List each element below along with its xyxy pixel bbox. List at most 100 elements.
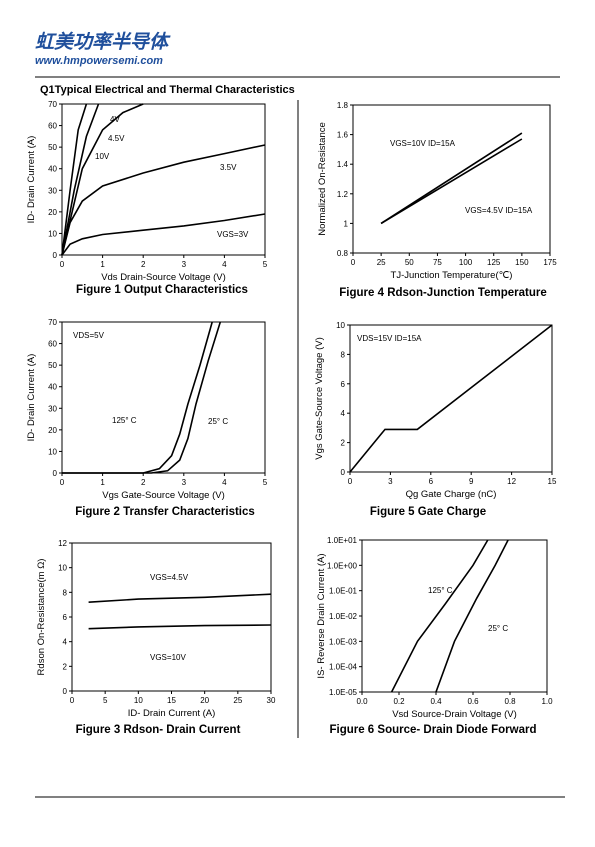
plot-frame — [352, 104, 551, 254]
x-tick-label: 4 — [222, 260, 227, 269]
y-axis-label: Vgs Gate-Source Voltage (V) — [314, 337, 325, 460]
series-line — [61, 213, 266, 256]
series-label: 10V — [95, 152, 110, 161]
x-tick-label: 0 — [70, 696, 75, 705]
plot-frame — [361, 539, 548, 693]
x-tick-label: 5 — [263, 478, 268, 487]
x-tick-label: 75 — [433, 258, 442, 267]
y-tick-label: 1.0E-01 — [329, 587, 358, 596]
series-line — [61, 103, 88, 256]
x-tick-label: 0 — [351, 258, 356, 267]
plot-frame — [61, 103, 266, 256]
x-tick-label: 9 — [469, 477, 474, 486]
x-tick-label: 3 — [182, 260, 187, 269]
y-tick-label: 1.0E-03 — [329, 637, 358, 646]
y-tick-label: 1.6 — [337, 131, 349, 140]
y-tick-label: 1.0E-02 — [329, 612, 358, 621]
y-tick-label: 4 — [341, 409, 346, 418]
y-axis-label: IS- Reverse Drain Current (A) — [316, 553, 327, 678]
y-tick-label: 2 — [63, 662, 68, 671]
series-line — [61, 144, 266, 256]
x-tick-label: 100 — [459, 258, 473, 267]
y-tick-label: 20 — [48, 426, 57, 435]
x-tick-label: 175 — [543, 258, 557, 267]
x-tick-label: 1 — [100, 478, 105, 487]
series-line — [61, 103, 144, 256]
figure-caption: Figure 5 Gate Charge — [370, 506, 486, 518]
x-tick-label: 0.2 — [393, 697, 405, 706]
url: www.hmpowersemi.com — [35, 55, 163, 67]
series-label: 25° C — [208, 417, 228, 426]
series-line — [390, 539, 489, 693]
figure-caption: Figure 2 Transfer Characteristics — [75, 506, 255, 518]
series-line — [380, 132, 523, 225]
y-tick-label: 2 — [341, 439, 346, 448]
figure-caption: Figure 6 Source- Drain Diode Forward — [329, 724, 536, 736]
y-tick-label: 30 — [48, 404, 57, 413]
x-tick-label: 5 — [263, 260, 268, 269]
y-tick-label: 1.8 — [337, 101, 349, 110]
y-tick-label: 10 — [336, 321, 345, 330]
x-tick-label: 0.8 — [504, 697, 516, 706]
y-tick-label: 8 — [341, 350, 346, 359]
y-tick-label: 1 — [344, 219, 349, 228]
series-line — [349, 324, 553, 473]
x-tick-label: 4 — [222, 478, 227, 487]
x-tick-label: 50 — [405, 258, 414, 267]
y-tick-label: 60 — [48, 122, 57, 131]
series-line — [380, 138, 523, 225]
y-tick-label: 1.0E-05 — [329, 688, 358, 697]
x-tick-label: 25 — [377, 258, 386, 267]
x-tick-label: 0.0 — [356, 697, 368, 706]
y-tick-label: 50 — [48, 143, 57, 152]
series-label: VGS=4.5V — [150, 573, 189, 582]
y-tick-label: 1.0E+00 — [327, 561, 358, 570]
series-label: VGS=10V ID=15A — [390, 139, 456, 148]
x-tick-label: 1 — [100, 260, 105, 269]
series-label: 125° C — [112, 416, 137, 425]
x-tick-label: 0.4 — [430, 697, 442, 706]
y-tick-label: 30 — [48, 186, 57, 195]
y-tick-label: 20 — [48, 208, 57, 217]
y-tick-label: 1.4 — [337, 160, 349, 169]
x-tick-label: 3 — [182, 478, 187, 487]
y-tick-label: 8 — [63, 588, 68, 597]
y-tick-label: 0 — [53, 469, 58, 478]
series-label: 125° C — [428, 586, 453, 595]
series-label: VGS=10V — [150, 653, 186, 662]
section-title: Q1Typical Electrical and Thermal Charact… — [40, 84, 295, 96]
x-tick-label: 2 — [141, 260, 146, 269]
x-tick-label: 10 — [134, 696, 143, 705]
y-axis-label: Rdson On-Resistance(m Ω) — [36, 559, 47, 676]
y-axis-label: ID- Drain Current (A) — [26, 354, 37, 442]
y-tick-label: 50 — [48, 361, 57, 370]
y-tick-label: 12 — [58, 539, 67, 548]
x-axis-label: Vds Drain-Source Voltage (V) — [101, 272, 226, 283]
figure-caption: Figure 4 Rdson-Junction Temperature — [339, 287, 546, 299]
series-label: 25° C — [488, 624, 508, 633]
x-tick-label: 5 — [103, 696, 108, 705]
y-tick-label: 10 — [48, 447, 57, 456]
series-label: 4.5V — [108, 134, 125, 143]
y-tick-label: 6 — [63, 613, 68, 622]
x-axis-label: ID- Drain Current (A) — [128, 708, 216, 719]
x-axis-label: Vsd Source-Drain Voltage (V) — [392, 709, 517, 720]
x-tick-label: 12 — [507, 477, 516, 486]
series-line — [62, 321, 213, 474]
y-tick-label: 0 — [341, 468, 346, 477]
x-tick-label: 2 — [141, 478, 146, 487]
y-tick-label: 1.0E+01 — [327, 536, 358, 545]
x-axis-label: Qg Gate Charge (nC) — [406, 489, 497, 500]
x-tick-label: 30 — [267, 696, 276, 705]
y-tick-label: 1.2 — [337, 190, 349, 199]
series-line — [61, 103, 100, 256]
x-tick-label: 0.6 — [467, 697, 479, 706]
x-tick-label: 3 — [388, 477, 393, 486]
series-label: 3.5V — [220, 163, 237, 172]
series-label: VGS=3V — [217, 230, 249, 239]
y-tick-label: 40 — [48, 383, 57, 392]
x-tick-label: 150 — [515, 258, 529, 267]
x-tick-label: 6 — [429, 477, 434, 486]
y-tick-label: 0 — [53, 251, 58, 260]
